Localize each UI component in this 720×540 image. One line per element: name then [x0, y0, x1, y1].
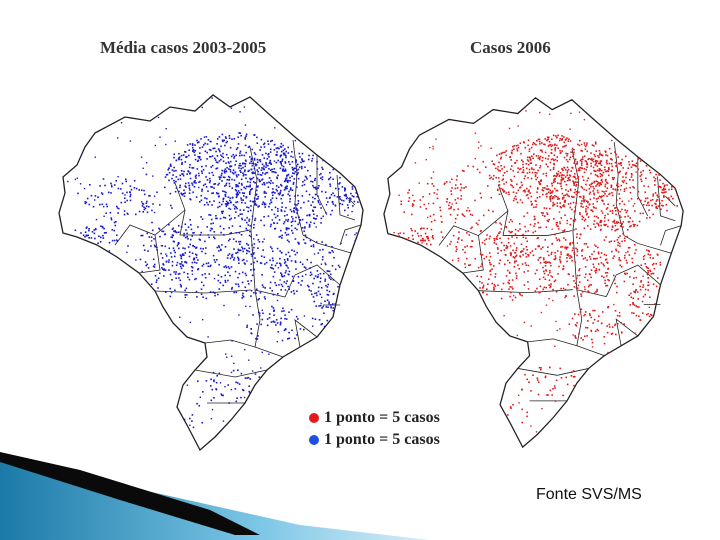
state-border: [527, 338, 605, 357]
red-dot-icon: [309, 413, 319, 423]
state-border: [478, 289, 573, 294]
legend-item-red: 1 ponto = 5 casos: [306, 407, 466, 429]
state-border: [623, 235, 672, 254]
state-border: [194, 369, 268, 378]
state-border: [339, 224, 362, 246]
state-border: [517, 368, 589, 376]
map-svg-left: [58, 94, 364, 452]
map-legend: 1 ponto = 5 casos 1 ponto = 5 casos: [306, 407, 466, 451]
map-title-left: Média casos 2003-2005: [100, 38, 267, 57]
brazil-map-2006: [380, 85, 690, 457]
state-border: [657, 176, 676, 222]
state-border: [302, 234, 352, 254]
state-border: [294, 319, 318, 348]
case-dots: [59, 95, 363, 450]
state-border: [605, 264, 661, 297]
state-border: [576, 289, 583, 346]
legend-item-blue: 1 ponto = 5 casos: [306, 429, 466, 451]
brazil-map-2003-2005: [55, 85, 370, 457]
swoosh-black: [0, 452, 260, 535]
map-svg-right: [383, 96, 684, 449]
swoosh-blue: [0, 455, 430, 540]
state-border: [462, 235, 484, 274]
state-border: [114, 209, 186, 246]
country-outline: [58, 94, 364, 452]
country-outline: [383, 96, 684, 449]
state-border: [665, 195, 676, 207]
legend-label-red: 1 ponto = 5 casos: [324, 409, 440, 426]
state-border: [438, 210, 509, 246]
source-note: Fonte SVS/MS: [536, 486, 642, 503]
state-border: [615, 318, 639, 346]
state-border: [174, 182, 251, 236]
state-border: [204, 339, 284, 358]
state-border: [292, 139, 304, 236]
state-border: [660, 225, 682, 246]
blue-dot-icon: [309, 435, 319, 445]
legend-label-blue: 1 ponto = 5 casos: [324, 431, 440, 448]
state-border: [154, 289, 252, 294]
map-title-right: Casos 2006: [470, 38, 551, 57]
